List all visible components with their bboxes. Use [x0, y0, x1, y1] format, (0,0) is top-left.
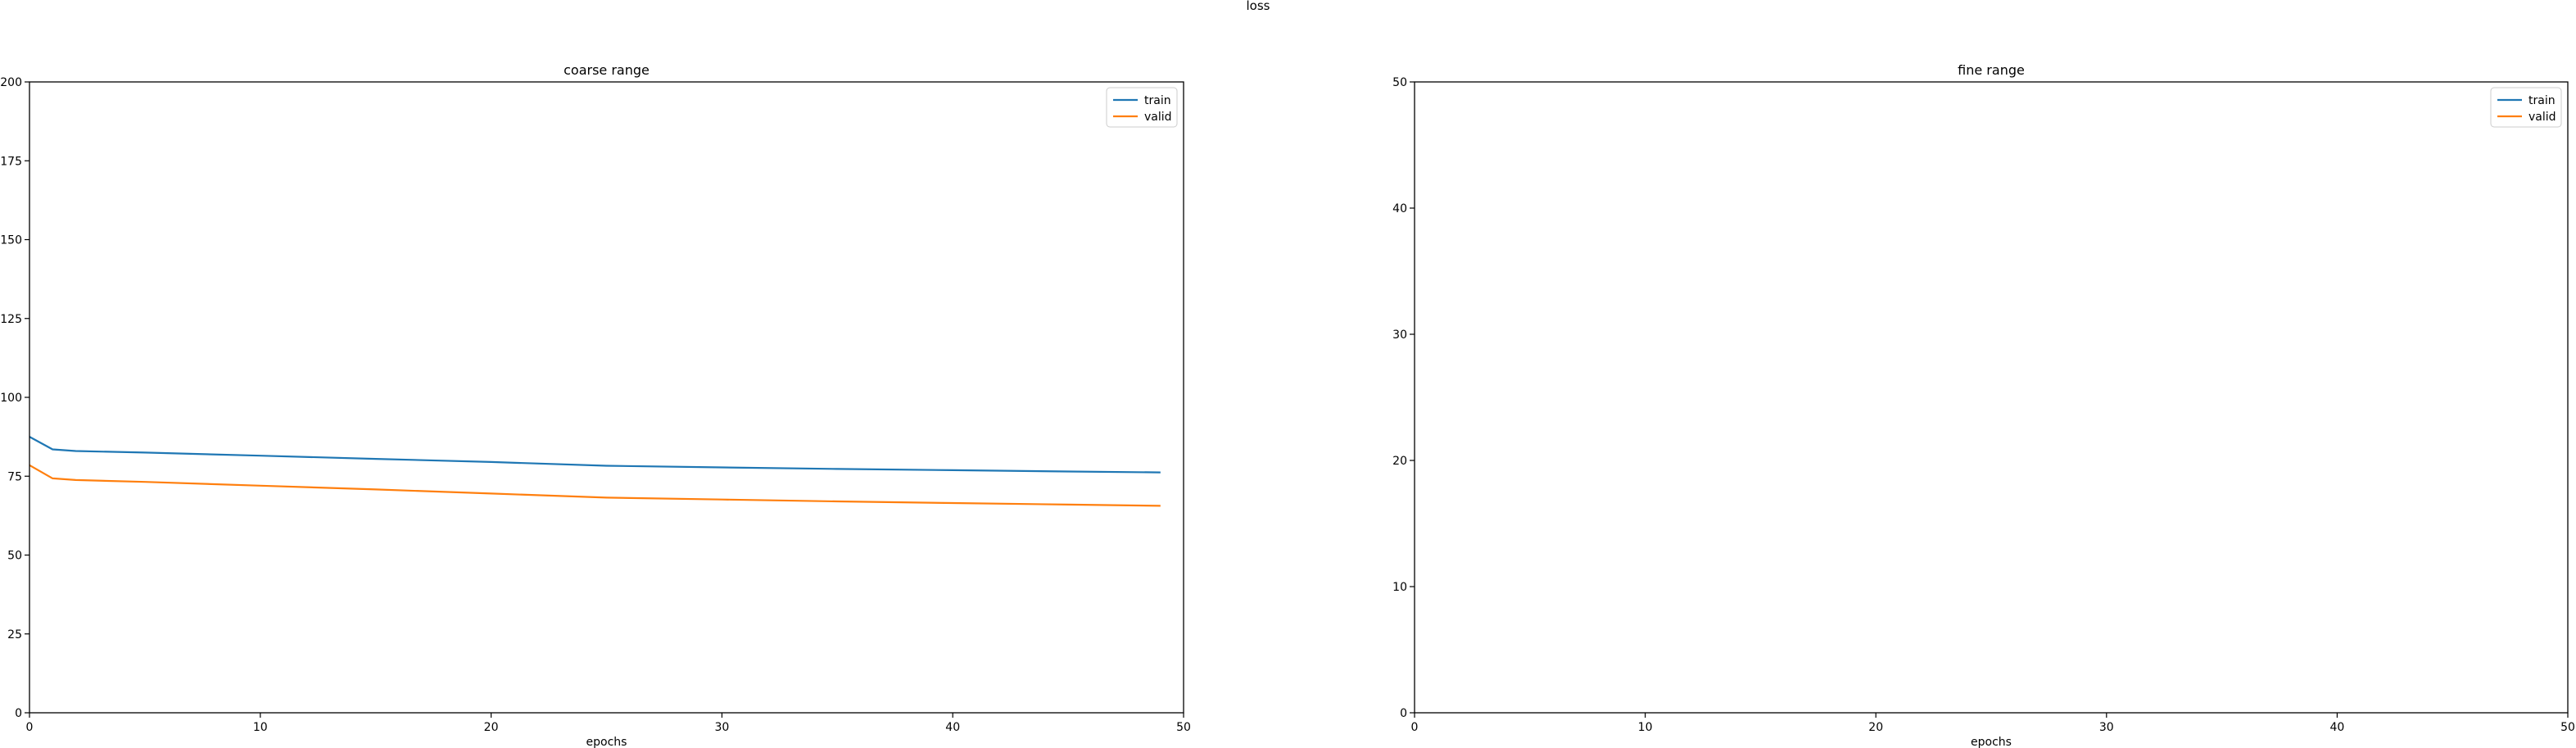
- y-tick-label: 40: [1392, 202, 1407, 215]
- y-tick-label: 50: [1392, 76, 1407, 89]
- subplot-title: coarse range: [564, 62, 650, 78]
- y-tick-label: 150: [0, 234, 22, 247]
- y-tick-label: 20: [1392, 455, 1407, 468]
- y-tick-label: 175: [0, 155, 22, 168]
- x-axis-label: epochs: [586, 736, 627, 748]
- x-tick-label: 10: [253, 721, 268, 734]
- legend-label-train: train: [2528, 94, 2556, 107]
- x-axis-label: epochs: [1971, 736, 2012, 748]
- y-tick-label: 100: [0, 392, 22, 405]
- x-tick-label: 50: [2560, 721, 2575, 734]
- y-tick-label: 10: [1392, 581, 1407, 594]
- x-tick-label: 20: [484, 721, 499, 734]
- legend-label-train: train: [1144, 94, 1171, 107]
- legend: train valid: [1106, 87, 1178, 128]
- legend-label-valid: valid: [2528, 111, 2556, 124]
- x-tick-label: 40: [2329, 721, 2344, 734]
- series-line-train: [29, 436, 1161, 474]
- x-tick-label: 30: [714, 721, 729, 734]
- figure-title: loss: [1247, 0, 1270, 13]
- x-tick-label: 40: [945, 721, 960, 734]
- y-tick-label: 25: [7, 628, 22, 641]
- y-axis: 0 10 20 30 40 50: [1392, 76, 1415, 720]
- y-axis: 0 25 50 75 100 125 150 175 200: [0, 76, 29, 720]
- x-tick-label: 50: [1176, 721, 1191, 734]
- axes-frame: [1414, 81, 2569, 714]
- subplot-1: coarse range 0 10 20 30 40 50 epochs 0 25 50 75 100 1…: [0, 62, 1191, 748]
- y-tick-label: 50: [7, 550, 22, 563]
- axes-frame: [29, 81, 1184, 714]
- x-axis: 0 10 20 30 40 50 epochs: [1411, 713, 2575, 748]
- x-axis: 0 10 20 30 40 50 epochs: [26, 713, 1191, 748]
- x-tick-label: 0: [1411, 721, 1419, 734]
- x-tick-label: 20: [1868, 721, 1883, 734]
- legend: train valid: [2490, 87, 2562, 128]
- y-tick-label: 30: [1392, 329, 1407, 342]
- y-tick-label: 200: [0, 76, 22, 89]
- y-tick-label: 0: [1400, 707, 1407, 720]
- x-tick-label: 10: [1638, 721, 1653, 734]
- y-tick-label: 125: [0, 313, 22, 326]
- series-group: [29, 436, 1161, 507]
- subplot-title: fine range: [1958, 62, 2025, 78]
- x-tick-label: 30: [2099, 721, 2114, 734]
- legend-label-valid: valid: [1144, 111, 1172, 124]
- y-tick-label: 0: [15, 707, 22, 720]
- series-line-valid: [29, 464, 1161, 507]
- y-tick-label: 75: [7, 470, 22, 483]
- subplot-2: fine range 0 10 20 30 40 50 epochs 0 10 20 30 40 50 tr…: [1392, 62, 2575, 748]
- x-tick-label: 0: [26, 721, 34, 734]
